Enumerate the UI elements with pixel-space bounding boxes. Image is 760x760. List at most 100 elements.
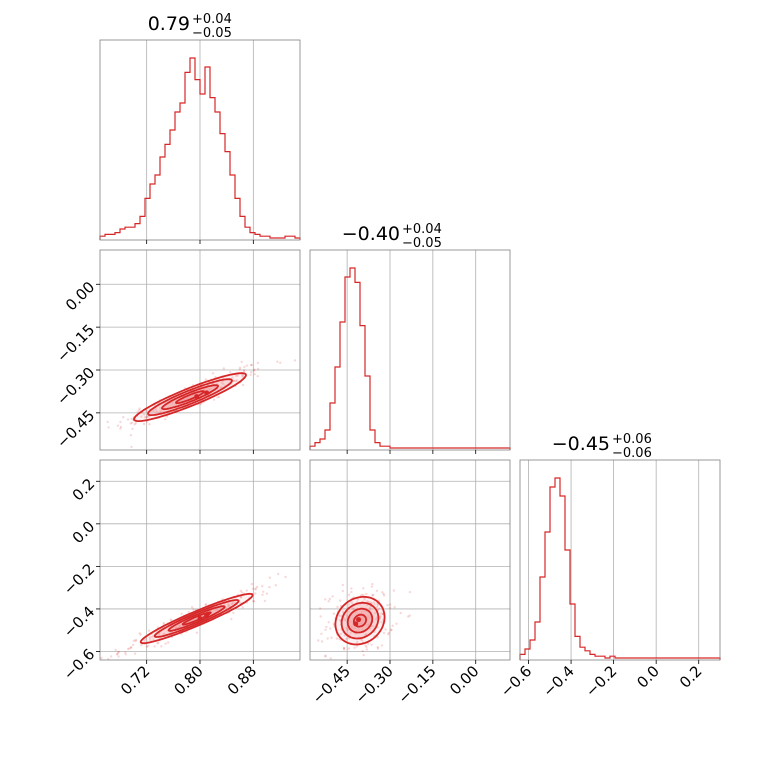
sample-point: [250, 582, 253, 586]
sample-point: [386, 604, 389, 607]
sample-point: [389, 628, 393, 631]
sample-point: [399, 611, 402, 615]
sample-point: [365, 648, 368, 651]
x-tick-label: −0.2: [582, 662, 620, 700]
sample-point: [327, 600, 330, 603]
sample-point: [371, 594, 374, 597]
sample-point: [361, 649, 364, 653]
sample-point: [407, 615, 410, 618]
sample-point: [162, 621, 165, 625]
sample-point: [249, 373, 252, 376]
sample-point: [240, 360, 243, 364]
sample-point: [238, 366, 242, 369]
sample-point: [220, 381, 223, 384]
sample-point: [114, 648, 117, 652]
sample-point: [147, 629, 151, 632]
sample-point: [370, 602, 373, 605]
sample-point: [241, 606, 244, 609]
sample-point: [347, 603, 351, 606]
sample-point: [284, 575, 287, 579]
sample-point: [192, 608, 195, 611]
sample-point: [379, 615, 382, 618]
sample-point: [239, 589, 242, 592]
sample-point: [226, 605, 230, 608]
sample-point: [364, 632, 368, 636]
sample-point: [408, 614, 411, 617]
sample-point: [345, 626, 348, 630]
sample-point: [369, 627, 372, 630]
sample-point: [376, 646, 379, 649]
contour-core: [181, 611, 212, 626]
sample-point: [344, 619, 347, 622]
peak-point: [356, 617, 362, 623]
sample-point: [130, 445, 133, 449]
x-tick-label: 0.00: [446, 662, 482, 698]
sample-point: [133, 423, 136, 426]
sample-point: [347, 610, 350, 614]
hist-panel-1: [99, 39, 301, 244]
sample-point: [380, 612, 383, 615]
sample-point: [224, 607, 228, 610]
sample-point: [145, 415, 149, 418]
sample-point: [145, 645, 148, 648]
sample-point: [134, 422, 137, 425]
peak-point: [204, 612, 210, 618]
sample-point: [319, 615, 322, 618]
sample-point: [335, 637, 339, 640]
sample-point: [324, 655, 327, 658]
sample-point: [261, 593, 264, 596]
sample-point: [143, 639, 146, 642]
sample-point: [109, 655, 113, 658]
sample-point: [211, 372, 215, 375]
sample-point: [388, 603, 392, 606]
sample-point: [408, 590, 412, 594]
x-tick-label: −0.15: [394, 662, 439, 707]
sample-point: [366, 600, 369, 603]
sample-point: [350, 682, 352, 684]
sample-point: [380, 621, 383, 624]
sample-point: [345, 614, 349, 617]
sample-point: [160, 410, 163, 413]
sample-point: [319, 607, 322, 610]
sample-point: [330, 636, 333, 639]
sample-point: [231, 602, 234, 606]
sample-point: [146, 644, 150, 648]
sample-point: [180, 612, 183, 615]
sample-point: [133, 652, 137, 655]
sample-point: [119, 427, 122, 430]
y-tick-label: −0.4: [60, 603, 98, 641]
sample-point: [229, 371, 232, 374]
sample-point: [159, 406, 162, 409]
axes-frame: [519, 459, 721, 661]
sample-point: [263, 599, 267, 603]
sample-point: [140, 415, 143, 418]
sample-point: [374, 618, 378, 621]
sample-point: [347, 593, 351, 596]
sample-point: [156, 642, 159, 645]
sample-point: [204, 603, 208, 606]
sample-point: [138, 632, 141, 635]
x-tick-label: 0.72: [117, 662, 153, 698]
sample-point: [341, 610, 345, 613]
sample-point: [134, 638, 138, 642]
sample-point: [129, 422, 132, 425]
hist-step-2: [309, 267, 511, 450]
sample-point: [122, 416, 125, 419]
x-tick-label: 0.0: [633, 662, 663, 692]
sample-point: [217, 395, 221, 398]
sample-point: [242, 369, 246, 372]
y-tick-label: 0.0: [69, 517, 99, 547]
x-tick-label: −0.45: [309, 662, 354, 707]
sample-point: [148, 638, 152, 641]
sample-point: [347, 647, 351, 650]
sample-point: [119, 425, 123, 429]
sample-point: [327, 621, 330, 624]
panel-title-lower-3: −0.06: [612, 446, 652, 461]
sample-point: [393, 606, 396, 609]
sample-point: [140, 643, 143, 647]
sample-point: [252, 600, 255, 603]
sample-point: [301, 579, 303, 581]
sample-point: [167, 641, 170, 644]
sample-point: [130, 646, 133, 649]
sample-point: [230, 617, 233, 621]
